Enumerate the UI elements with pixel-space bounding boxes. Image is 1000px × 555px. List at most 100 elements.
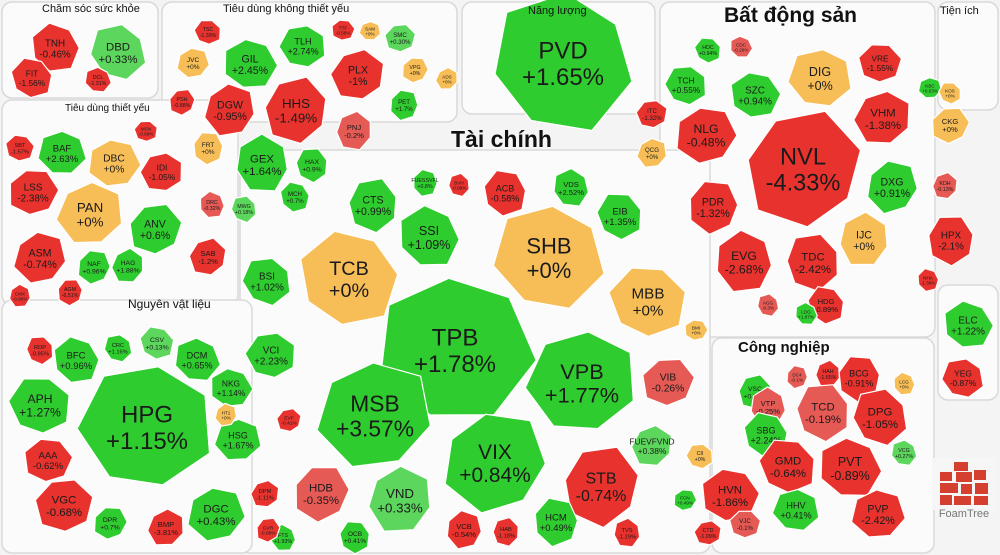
stock-cell-shape[interactable] [139,152,183,192]
stock-cell-pvp[interactable]: PVP-2.42% [850,489,906,538]
stock-cell-shape[interactable] [534,497,579,548]
stock-cell-mbb[interactable]: MBB+0% [608,267,686,338]
stock-cell-dcm[interactable]: DCM+0.65% [174,337,222,381]
stock-cell-bcg[interactable]: BCG-0.91% [838,355,881,403]
stock-cell-bmi[interactable]: BMI+0% [684,319,709,341]
stock-cell-shape[interactable] [636,137,668,168]
stock-cell-fuessvfl[interactable]: FUESSVFL+0.8% [411,168,439,197]
stock-cell-dpg[interactable]: DPG-1.05% [852,388,908,447]
stock-cell-shape[interactable] [413,168,438,197]
stock-cell-shape[interactable] [730,35,754,58]
stock-cell-frt[interactable]: FRT+0% [193,131,224,166]
stock-cell-bfc[interactable]: BFC+0.96% [53,336,100,384]
stock-cell-qcg[interactable]: QCG+0% [636,137,668,168]
stock-cell-shape[interactable] [264,76,327,145]
stock-cell-tlh[interactable]: TLH+2.74% [278,25,326,68]
stock-cell-hpg[interactable]: HPG+1.15% [76,366,211,486]
stock-cell-shape[interactable] [129,203,183,255]
stock-cell-shape[interactable] [55,181,123,244]
stock-cell-pvt[interactable]: PVT-0.89% [820,437,883,496]
stock-cell-hcm[interactable]: HCM+0.49% [534,497,579,548]
stock-cell-fuevfvnd[interactable]: FUEVFVND+0.38% [629,424,675,466]
stock-cell-shape[interactable] [193,19,221,45]
stock-cell-shape[interactable] [336,110,371,151]
stock-cell-shape[interactable] [494,0,633,132]
stock-cell-tcb[interactable]: TCB+0% [300,230,399,326]
stock-cell-shape[interactable] [402,57,429,84]
stock-cell-yeg[interactable]: YEG-0.87% [941,358,984,398]
stock-cell-shape[interactable] [524,331,634,430]
stock-cell-lss[interactable]: LSS-2.38% [9,170,60,216]
stock-cell-pan[interactable]: PAN+0% [55,181,123,244]
stock-cell-nha[interactable]: NHA-1.36% [917,267,940,293]
stock-cell-shape[interactable] [931,107,971,145]
stock-cell-dc4[interactable]: DC4-0.1% [786,364,809,390]
stock-cell-ctd[interactable]: CTD-1.09% [693,520,722,546]
stock-cell-hdc[interactable]: HDC+0.94% [693,37,721,64]
stock-cell-shape[interactable] [256,517,281,543]
stock-cell-shape[interactable] [693,520,722,546]
stock-cell-shape[interactable] [230,195,257,224]
stock-cell-shape[interactable] [676,107,738,164]
stock-cell-fcn[interactable]: FCN+0.49% [673,489,698,512]
stock-cell-dxg[interactable]: DXG+0.91% [866,160,918,215]
stock-cell-vre[interactable]: VRE-1.55% [858,44,903,83]
stock-cell-shape[interactable] [483,169,527,217]
stock-cell-tdc[interactable]: TDC-2.42% [786,233,838,293]
stock-cell-shape[interactable] [339,521,370,555]
stock-cell-kos[interactable]: KOS+0% [938,82,961,105]
stock-cell-shape[interactable] [613,517,641,548]
stock-cell-shape[interactable] [236,133,288,192]
stock-cell-shape[interactable] [193,131,224,166]
stock-cell-hhs[interactable]: HHS-1.49% [264,76,327,145]
stock-cell-shape[interactable] [316,362,431,468]
stock-cell-shape[interactable] [26,336,54,366]
stock-cell-drc[interactable]: DRC-0.32% [199,190,225,219]
stock-cell-shape[interactable] [103,334,133,363]
stock-cell-tcd[interactable]: TCD-0.19% [796,384,849,443]
stock-cell-vib[interactable]: VIB-0.26% [642,358,696,407]
stock-cell-idi[interactable]: IDI-1.05% [139,152,183,192]
stock-cell-shape[interactable] [111,247,144,283]
stock-cell-shape[interactable] [729,510,762,539]
stock-cell-shape[interactable] [169,88,196,116]
stock-cell-shape[interactable] [57,279,83,307]
stock-cell-shape[interactable] [693,37,721,64]
stock-cell-shape[interactable] [5,134,35,162]
stock-cell-shape[interactable] [928,216,974,267]
stock-cell-shape[interactable] [642,358,696,407]
stock-cell-shape[interactable] [853,90,910,144]
stock-cell-sbt[interactable]: SBT-1.57% [5,134,35,162]
stock-cell-shape[interactable] [244,332,296,379]
stock-cell-mch[interactable]: MCH+0.7% [279,181,310,213]
stock-cell-shape[interactable] [553,167,590,207]
stock-cell-gil[interactable]: GIL+2.45% [224,38,279,88]
stock-cell-shape[interactable] [932,171,958,200]
stock-cell-evg[interactable]: EVG-2.68% [716,229,773,293]
stock-cell-dgw[interactable]: DGW-0.95% [203,83,255,137]
stock-cell-shape[interactable] [77,249,111,285]
stock-cell-shape[interactable] [174,337,222,381]
stock-cell-vnd[interactable]: VND+0.33% [368,465,431,532]
stock-cell-dgc[interactable]: DGC+0.43% [187,487,246,542]
stock-cell-cii[interactable]: CII+0% [685,443,714,470]
stock-cell-pnj[interactable]: PNJ-0.2% [336,110,371,151]
stock-cell-shape[interactable] [241,257,291,307]
stock-cell-naf[interactable]: NAF+0.96% [77,249,111,285]
stock-cell-msn[interactable]: MSN-0.69% [133,120,158,142]
stock-cell-gmd[interactable]: GMD-0.64% [758,439,815,494]
stock-cell-shape[interactable] [89,23,147,81]
stock-cell-ads[interactable]: ADS+0% [434,66,458,90]
stock-cell-shape[interactable] [13,231,67,284]
stock-cell-eib[interactable]: EIB+1.35% [596,193,642,241]
stock-cell-shape[interactable] [329,48,385,100]
stock-cell-shape[interactable] [146,508,184,546]
stock-cell-shape[interactable] [358,20,382,41]
stock-cell-shape[interactable] [276,407,302,433]
stock-cell-evf[interactable]: EVF-0.41% [276,407,302,433]
stock-cell-shape[interactable] [53,336,100,384]
stock-cell-vcg[interactable]: VCG+0.27% [890,439,918,467]
stock-cell-hpx[interactable]: HPX-2.1% [928,216,974,267]
stock-cell-shape[interactable] [211,368,254,407]
stock-cell-shape[interactable] [10,57,53,99]
